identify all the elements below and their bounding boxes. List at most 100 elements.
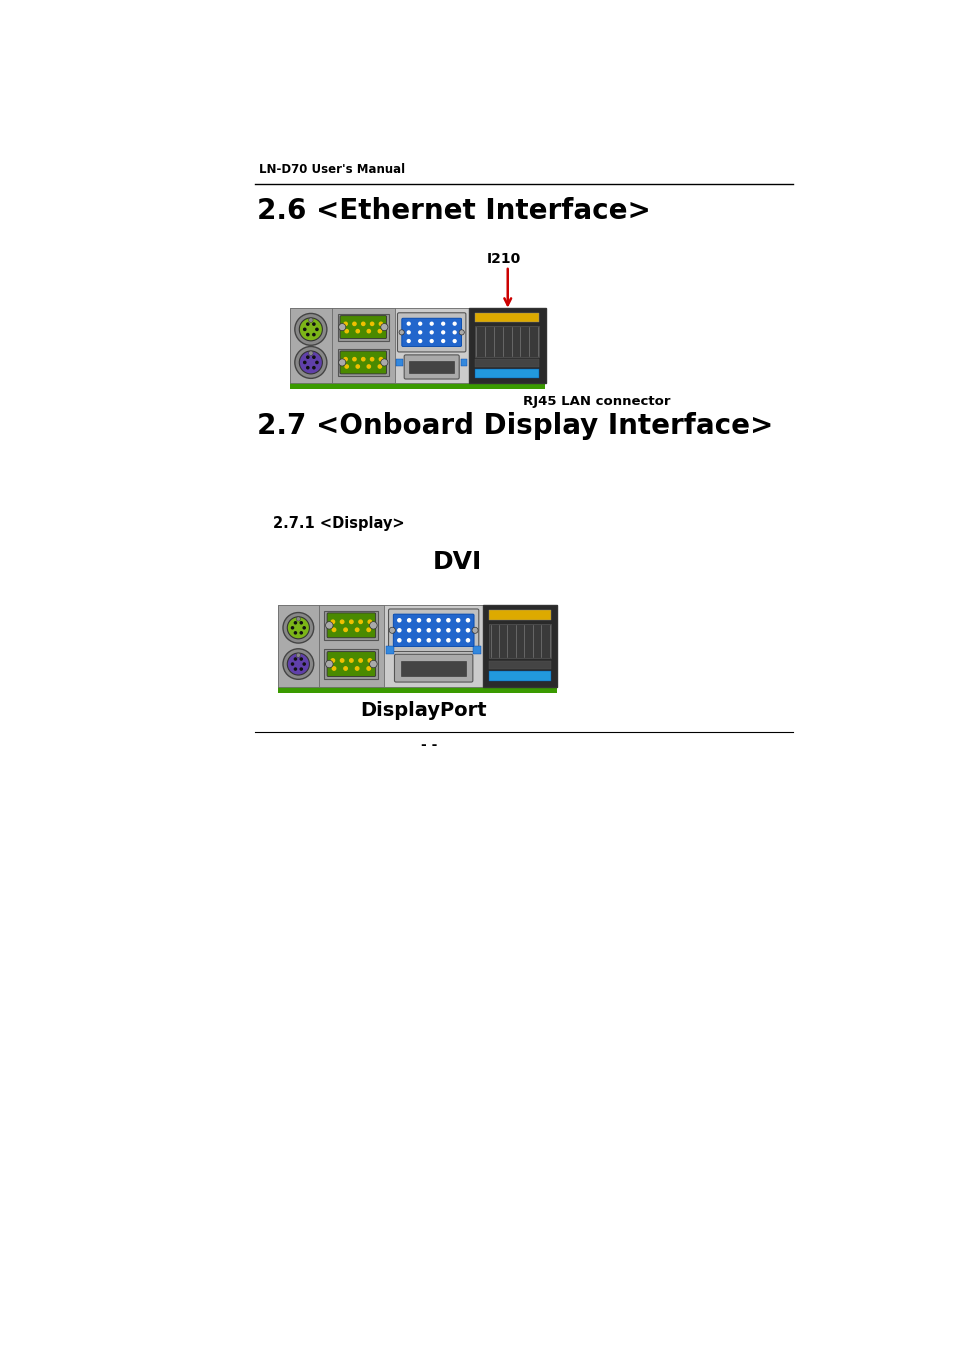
Bar [482,605,557,687]
Circle shape [291,663,294,666]
Circle shape [407,331,410,333]
Circle shape [453,331,456,333]
Circle shape [379,358,382,360]
Circle shape [367,667,370,670]
Circle shape [306,356,309,358]
Circle shape [299,351,322,374]
Circle shape [350,659,353,663]
Circle shape [370,358,374,360]
Circle shape [397,629,400,632]
Circle shape [344,358,347,360]
FancyBboxPatch shape [339,351,386,374]
Circle shape [294,347,327,378]
Circle shape [368,659,371,663]
Circle shape [299,317,322,340]
Circle shape [338,359,345,366]
Circle shape [325,660,333,668]
Bar [489,671,551,682]
Circle shape [300,622,302,624]
Circle shape [368,620,371,624]
Bar [278,605,318,687]
Circle shape [308,351,313,355]
Circle shape [417,639,420,641]
Text: 2.6 <Ethernet Interface>: 2.6 <Ethernet Interface> [257,197,650,224]
Circle shape [361,323,365,325]
Circle shape [325,621,333,629]
Circle shape [441,331,444,333]
Circle shape [345,364,348,369]
Bar [318,605,384,687]
Circle shape [313,323,314,325]
Circle shape [446,629,450,632]
Circle shape [407,639,411,641]
Circle shape [343,667,347,670]
Circle shape [291,626,294,629]
Circle shape [300,632,302,634]
Circle shape [294,622,296,624]
Bar [475,369,538,378]
Circle shape [379,323,382,325]
Circle shape [417,618,420,622]
Circle shape [315,362,317,363]
Bar [475,325,538,358]
FancyBboxPatch shape [393,614,474,647]
Circle shape [398,329,404,335]
Circle shape [466,629,469,632]
Circle shape [466,618,469,622]
Circle shape [361,358,365,360]
Circle shape [397,639,400,641]
Circle shape [306,323,309,325]
Circle shape [430,331,433,333]
Bar [332,308,395,383]
Circle shape [331,659,335,663]
Circle shape [436,618,439,622]
Circle shape [287,617,309,639]
Circle shape [303,663,305,666]
Circle shape [441,323,444,325]
Text: 2.7 <Onboard Display Interface>: 2.7 <Onboard Display Interface> [257,412,773,440]
Circle shape [458,329,464,335]
Circle shape [418,331,421,333]
Circle shape [338,324,345,331]
Circle shape [358,620,362,624]
Circle shape [407,618,411,622]
Circle shape [355,628,358,632]
Circle shape [331,620,335,624]
Circle shape [343,628,347,632]
FancyBboxPatch shape [397,313,465,352]
Circle shape [353,323,355,325]
Circle shape [300,668,302,670]
Bar [290,383,545,389]
Bar [489,660,551,670]
Text: RJ45 LAN connector: RJ45 LAN connector [522,396,670,408]
Bar [468,308,545,383]
Circle shape [430,340,433,343]
Text: I210: I210 [486,252,520,266]
FancyBboxPatch shape [388,609,478,652]
Circle shape [303,626,305,629]
Circle shape [303,328,306,331]
Circle shape [294,668,296,670]
Bar [290,308,332,383]
Circle shape [308,317,313,323]
Circle shape [472,628,477,633]
Circle shape [345,329,348,333]
Circle shape [377,364,381,369]
Circle shape [456,618,459,622]
Circle shape [407,629,411,632]
Circle shape [344,323,347,325]
Circle shape [332,667,335,670]
Circle shape [367,364,370,369]
Circle shape [446,618,450,622]
Bar [324,649,377,679]
Circle shape [303,362,306,363]
Circle shape [295,653,300,657]
Circle shape [369,621,376,629]
Text: 2.7.1 <Display>: 2.7.1 <Display> [273,516,404,531]
Circle shape [355,667,358,670]
Circle shape [418,340,421,343]
Circle shape [367,329,370,333]
Circle shape [294,657,296,660]
Bar [384,605,482,687]
Bar [489,610,551,620]
